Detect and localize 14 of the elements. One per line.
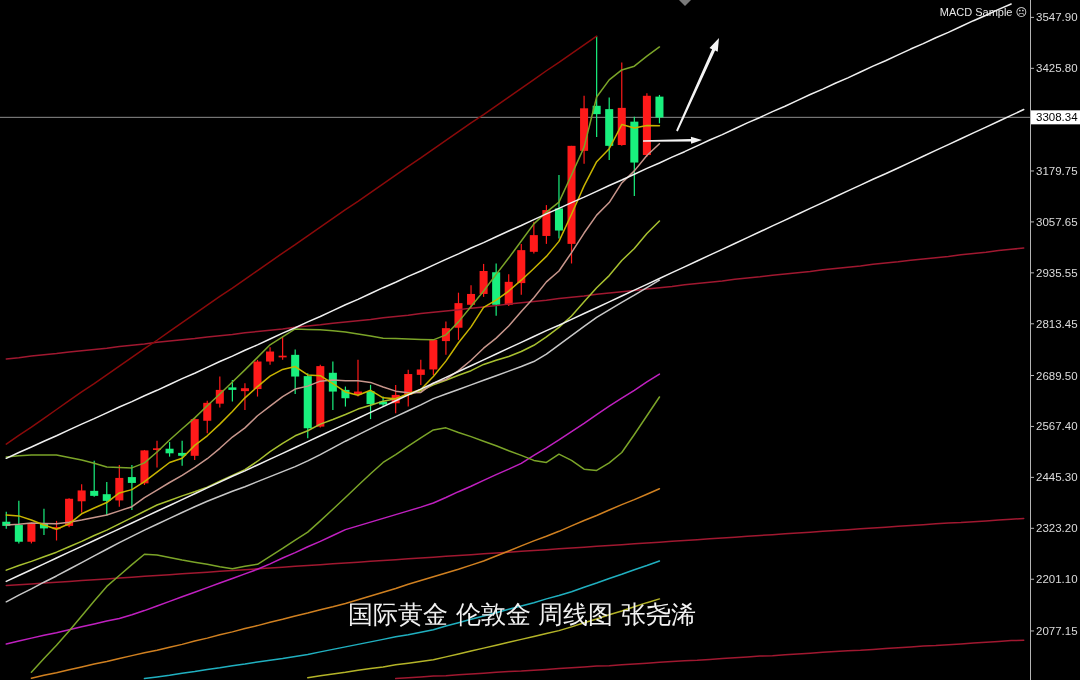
tick-label: 3057.65: [1036, 215, 1078, 228]
tick-label: 3179.75: [1036, 165, 1078, 177]
tick-label: 2077.15: [1036, 624, 1078, 637]
tick-label: 2567.40: [1036, 420, 1078, 433]
tick-label: 2813.45: [1036, 317, 1078, 330]
tick-label: 2445.30: [1036, 471, 1078, 484]
tick-label: 2323.20: [1036, 522, 1078, 535]
tick-label: 3547.90: [1036, 11, 1078, 24]
tick-label: 3425.80: [1036, 62, 1078, 75]
ref-label: 3308.34: [1031, 110, 1080, 125]
tick-label: 2935.55: [1036, 266, 1078, 279]
ref-line-label: 3308.34: [1036, 111, 1079, 124]
tick-label: 2201.10: [1036, 573, 1078, 586]
tick-label: 2689.50: [1036, 369, 1078, 382]
